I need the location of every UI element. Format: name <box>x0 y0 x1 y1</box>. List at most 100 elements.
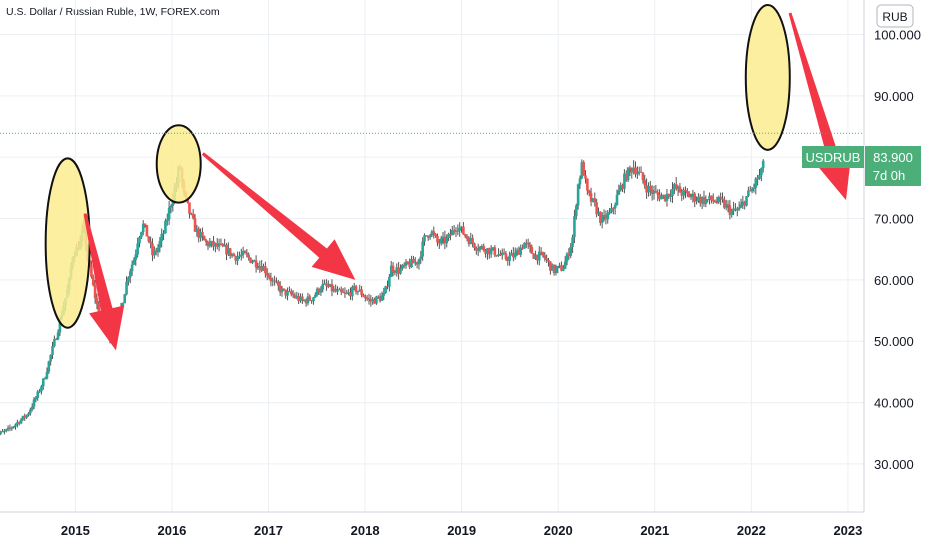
candle <box>43 376 47 380</box>
candle <box>339 286 343 296</box>
candle <box>406 261 410 265</box>
candle <box>243 250 247 254</box>
candle <box>463 233 467 239</box>
trend-arrow <box>83 213 125 351</box>
candle <box>260 260 263 273</box>
candle <box>698 193 702 207</box>
candle <box>595 198 598 218</box>
candle <box>748 185 752 192</box>
candle <box>576 183 580 210</box>
candle <box>25 414 28 420</box>
candle <box>367 293 371 305</box>
x-tick-label: 2016 <box>157 523 186 538</box>
y-tick-label: 60.000 <box>874 273 914 288</box>
candle <box>487 247 491 259</box>
candle <box>745 195 748 207</box>
candle <box>360 286 363 298</box>
candle <box>641 172 645 184</box>
candle <box>373 297 376 304</box>
candle <box>164 218 167 234</box>
candle <box>362 293 365 298</box>
candle <box>215 238 219 250</box>
candle <box>310 299 313 304</box>
candle <box>376 295 380 299</box>
candle <box>593 192 597 207</box>
candle <box>597 207 600 217</box>
currency-box[interactable]: RUB <box>876 4 914 28</box>
candle <box>513 247 517 260</box>
candle <box>689 193 693 201</box>
candle <box>458 222 461 237</box>
candle <box>408 258 412 270</box>
candle <box>469 232 473 245</box>
candle <box>480 244 484 250</box>
candle <box>632 160 635 175</box>
candle <box>723 196 726 210</box>
candle <box>352 282 356 291</box>
candle <box>473 242 476 251</box>
candle <box>349 287 352 300</box>
candle <box>225 243 228 261</box>
x-tick-label: 2022 <box>737 523 766 538</box>
candle <box>314 292 317 298</box>
candle <box>687 191 691 198</box>
time-axis[interactable]: 2015 2016 2017 2018 2019 2020 2021 2022 2023 <box>61 523 862 538</box>
candle <box>643 174 647 189</box>
candle <box>447 232 450 242</box>
candle <box>547 257 550 267</box>
candle <box>491 246 495 251</box>
candle <box>212 236 215 251</box>
candle <box>278 281 282 297</box>
candle <box>56 329 60 341</box>
candle <box>291 290 295 299</box>
candle <box>6 425 10 432</box>
candle <box>578 175 582 189</box>
candle <box>265 268 269 281</box>
x-tick-label: 2023 <box>833 523 862 538</box>
candle <box>554 264 558 276</box>
candle <box>249 257 252 264</box>
candle <box>537 246 541 266</box>
candle <box>661 194 665 200</box>
candle <box>193 214 197 232</box>
candle <box>439 235 443 246</box>
candle <box>510 249 513 256</box>
candle <box>587 189 591 197</box>
candle <box>375 295 378 305</box>
candle <box>465 234 469 242</box>
candle <box>760 167 763 182</box>
candle <box>273 275 276 286</box>
candle <box>758 169 761 180</box>
candle <box>271 277 275 287</box>
candle <box>95 293 99 310</box>
candle <box>589 187 593 207</box>
candle <box>165 213 169 226</box>
candle <box>550 263 554 271</box>
candle <box>669 189 672 203</box>
candle <box>293 292 297 299</box>
candle <box>475 246 478 255</box>
candle <box>54 337 58 341</box>
price-axis[interactable]: 100.00090.00080.00070.00060.00050.00040.… <box>874 27 921 471</box>
candle <box>743 200 746 210</box>
candle <box>371 297 374 305</box>
candle <box>256 262 260 271</box>
candle <box>223 238 226 247</box>
candle <box>345 289 349 295</box>
candle <box>199 228 202 242</box>
candle <box>277 279 280 291</box>
candle <box>402 262 406 269</box>
candle <box>569 242 573 259</box>
candle <box>354 284 358 295</box>
candle <box>393 270 397 276</box>
candle <box>321 279 325 293</box>
candle <box>606 210 610 224</box>
candle <box>190 212 193 216</box>
candle <box>430 229 434 237</box>
candle <box>586 178 589 195</box>
candle <box>478 245 482 253</box>
candle <box>147 235 151 243</box>
candle <box>191 209 195 220</box>
candle <box>512 247 515 262</box>
